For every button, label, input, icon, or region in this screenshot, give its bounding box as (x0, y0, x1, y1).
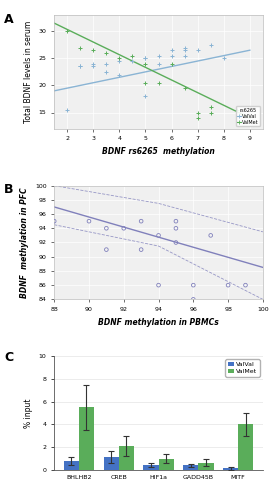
Point (209, 103, 213, 111)
Point (235, 106, 239, 114)
Point (195, 46, 200, 54)
Point (91, 46, 95, 54)
Bar (143, 465, 159, 470)
Bar (159, 458, 174, 470)
Point (191, 296, 195, 304)
Point (174, 238, 178, 246)
Point (143, 92, 148, 100)
Point (209, 108, 213, 116)
Y-axis label: % input: % input (24, 398, 33, 428)
Point (169, 52, 174, 60)
Text: A: A (4, 12, 14, 26)
Bar (79, 408, 94, 470)
Point (191, 281, 195, 289)
Point (195, 114, 200, 122)
Bar (198, 462, 214, 470)
Point (182, 52, 187, 60)
Point (243, 281, 248, 289)
Point (182, 84, 187, 92)
Bar (104, 457, 119, 470)
Bar (119, 446, 134, 470)
Point (104, 246, 109, 254)
Point (143, 78, 148, 86)
Point (104, 49, 108, 57)
Point (52, 217, 56, 225)
Point (104, 60, 108, 68)
Point (174, 224, 178, 232)
Point (209, 41, 213, 49)
Point (169, 60, 174, 68)
Bar (223, 468, 238, 470)
Point (65, 27, 69, 35)
Point (139, 246, 143, 254)
Point (156, 281, 161, 289)
Legend: ValVal, ValMet: ValVal, ValMet (225, 360, 260, 376)
Point (222, 54, 226, 62)
Bar (183, 466, 198, 470)
Point (65, 106, 69, 114)
Point (130, 57, 135, 65)
Point (156, 78, 161, 86)
Y-axis label: Total BDNF levels in serum: Total BDNF levels in serum (24, 20, 33, 123)
Point (209, 232, 213, 239)
Point (156, 60, 161, 68)
Point (226, 281, 230, 289)
Bar (64, 462, 79, 470)
Point (143, 60, 148, 68)
Point (78, 44, 82, 52)
Point (156, 52, 161, 60)
Point (195, 108, 200, 116)
Point (156, 232, 161, 239)
X-axis label: BDNF rs6265  methylation: BDNF rs6265 methylation (102, 147, 215, 156)
Point (117, 70, 122, 78)
Point (104, 68, 108, 76)
Point (91, 62, 95, 70)
Point (117, 57, 122, 65)
Point (169, 46, 174, 54)
Point (130, 52, 135, 60)
Text: C: C (4, 350, 13, 364)
Point (182, 44, 187, 52)
Point (78, 62, 82, 70)
Point (87, 217, 91, 225)
Bar (238, 424, 253, 470)
Point (182, 46, 187, 54)
Text: B: B (4, 184, 14, 196)
Point (143, 54, 148, 62)
Point (122, 224, 126, 232)
Point (78, 62, 82, 70)
Point (174, 217, 178, 225)
Legend: ValVal, ValMet: ValVal, ValMet (235, 106, 260, 126)
X-axis label: BDNF methylation in PBMCs: BDNF methylation in PBMCs (98, 318, 219, 326)
Point (117, 54, 122, 62)
Point (104, 224, 109, 232)
Point (91, 60, 95, 68)
Point (143, 54, 148, 62)
Y-axis label: BDNF  methylation in PFC: BDNF methylation in PFC (20, 187, 29, 298)
Point (139, 217, 143, 225)
